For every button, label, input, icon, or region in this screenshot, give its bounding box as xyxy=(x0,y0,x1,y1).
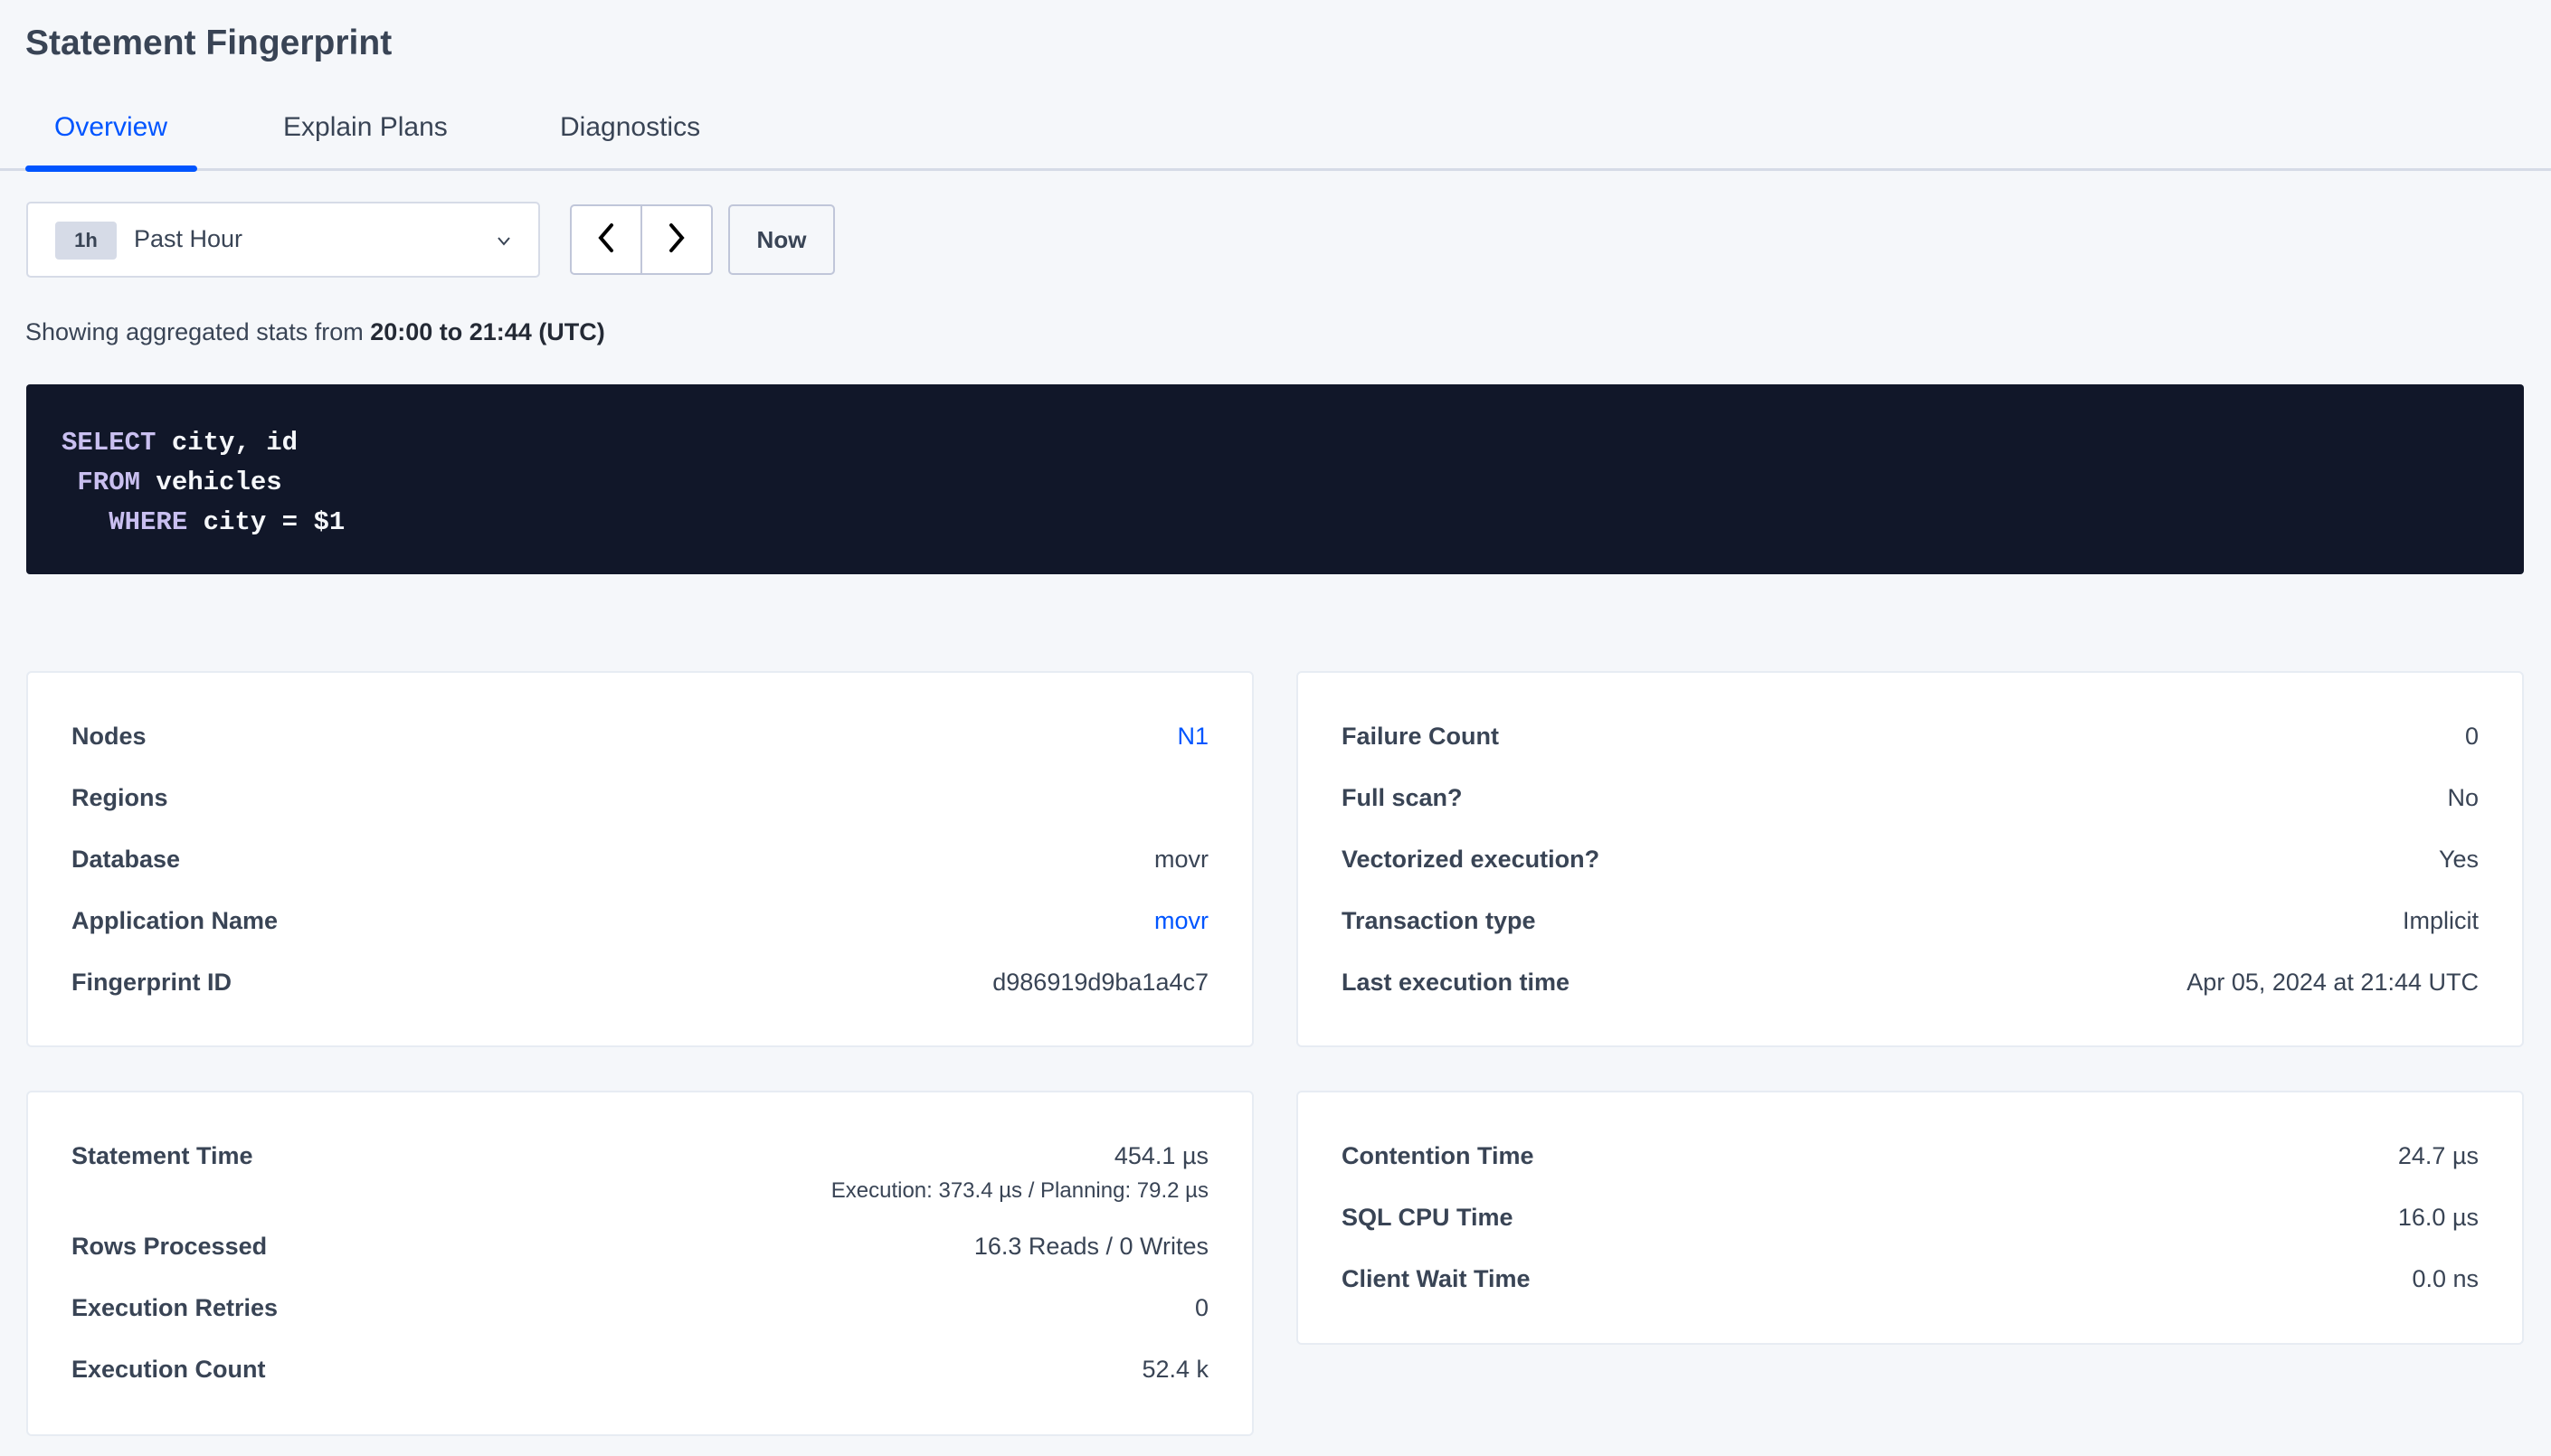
sql-text: city = $1 xyxy=(187,507,346,537)
details-card: Nodes N1 Regions Database movr Application Na… xyxy=(26,671,1254,1047)
next-range-button[interactable] xyxy=(642,206,711,273)
stat-value: 0 xyxy=(2464,723,2479,750)
summary-range: 20:00 to 21:44 (UTC) xyxy=(370,318,605,345)
sql-text: vehicles xyxy=(140,468,282,497)
sql-query-block: SELECT city, id FROM vehicles WHERE city… xyxy=(26,384,2524,574)
code-line: WHERE city = $1 xyxy=(62,503,2524,543)
stat-label: Client Wait Time xyxy=(1342,1265,1531,1292)
stat-value: 0 xyxy=(1194,1294,1209,1321)
stat-label: Statement Time xyxy=(71,1142,253,1169)
stat-label: Full scan? xyxy=(1342,784,1463,811)
indent xyxy=(62,468,77,497)
sql-text: city, id xyxy=(156,428,299,458)
execution-card: Failure Count 0 Full scan? No Vectorized exe… xyxy=(1296,671,2524,1047)
stat-label: Vectorized execution? xyxy=(1342,846,1600,873)
timing-card: Contention Time 24.7 µs SQL CPU Time 16.0 µ… xyxy=(1296,1091,2524,1345)
stat-value: Implicit xyxy=(2402,907,2479,934)
time-range-label: Past Hour xyxy=(134,225,243,252)
stat-value: 16.3 Reads / 0 Writes xyxy=(973,1233,1209,1260)
chevron-down-icon xyxy=(495,223,513,265)
time-range-badge: 1h xyxy=(55,222,117,260)
page-title: Statement Fingerprint xyxy=(25,24,393,62)
stat-label: Failure Count xyxy=(1342,723,1499,750)
stat-label: Contention Time xyxy=(1342,1142,1534,1169)
aggregation-summary: Showing aggregated stats from 20:00 to 2… xyxy=(25,318,605,346)
stat-value: Yes xyxy=(2438,846,2479,873)
chevron-right-icon xyxy=(666,222,688,259)
stat-label: Application Name xyxy=(71,907,279,934)
statistics-card: Statement Time 454.1 µs Execution: 373.4 µ… xyxy=(26,1091,1254,1436)
stat-label: Execution Retries xyxy=(71,1294,279,1321)
stat-label: Execution Count xyxy=(71,1356,266,1383)
code-line: SELECT city, id xyxy=(62,423,2524,463)
sql-keyword: FROM xyxy=(77,468,141,497)
stat-label: SQL CPU Time xyxy=(1342,1204,1513,1231)
stat-label: Last execution time xyxy=(1342,969,1570,996)
tab-diagnostics[interactable]: Diagnostics xyxy=(560,112,701,142)
chevron-left-icon xyxy=(595,222,617,259)
code-line: FROM vehicles xyxy=(62,463,2524,503)
tab-overview[interactable]: Overview xyxy=(54,112,168,142)
stat-value: No xyxy=(2447,784,2479,811)
stat-value[interactable]: N1 xyxy=(1177,723,1209,750)
time-nav-buttons xyxy=(570,204,713,275)
stat-value: d986919d9ba1a4c7 xyxy=(992,969,1209,996)
stat-value: Apr 05, 2024 at 21:44 UTC xyxy=(2186,969,2479,996)
time-range-select[interactable]: 1h Past Hour xyxy=(26,202,540,278)
summary-prefix: Showing aggregated stats from xyxy=(25,318,371,345)
now-button[interactable]: Now xyxy=(728,204,835,275)
tab-explain-plans[interactable]: Explain Plans xyxy=(283,112,448,142)
stat-label: Regions xyxy=(71,784,168,811)
stat-label: Fingerprint ID xyxy=(71,969,232,996)
tab-bar-divider xyxy=(0,168,2551,171)
stat-value: 24.7 µs xyxy=(2397,1142,2479,1169)
sql-keyword: WHERE xyxy=(109,507,188,537)
stat-subvalue: Execution: 373.4 µs / Planning: 79.2 µs xyxy=(830,1178,1209,1203)
stat-label: Rows Processed xyxy=(71,1233,268,1260)
stat-value[interactable]: movr xyxy=(1154,907,1209,934)
stat-label: Database xyxy=(71,846,181,873)
sql-keyword: SELECT xyxy=(62,428,156,458)
indent xyxy=(62,507,109,537)
stat-value: 454.1 µs xyxy=(1114,1142,1209,1169)
stat-value: 16.0 µs xyxy=(2397,1204,2479,1231)
stat-value: 52.4 k xyxy=(1142,1356,1209,1383)
stat-value: movr xyxy=(1154,846,1209,873)
stat-label: Nodes xyxy=(71,723,147,750)
previous-range-button[interactable] xyxy=(572,206,642,273)
stat-value: 0.0 ns xyxy=(2412,1265,2479,1292)
stat-label: Transaction type xyxy=(1342,907,1536,934)
active-tab-indicator xyxy=(25,165,197,172)
